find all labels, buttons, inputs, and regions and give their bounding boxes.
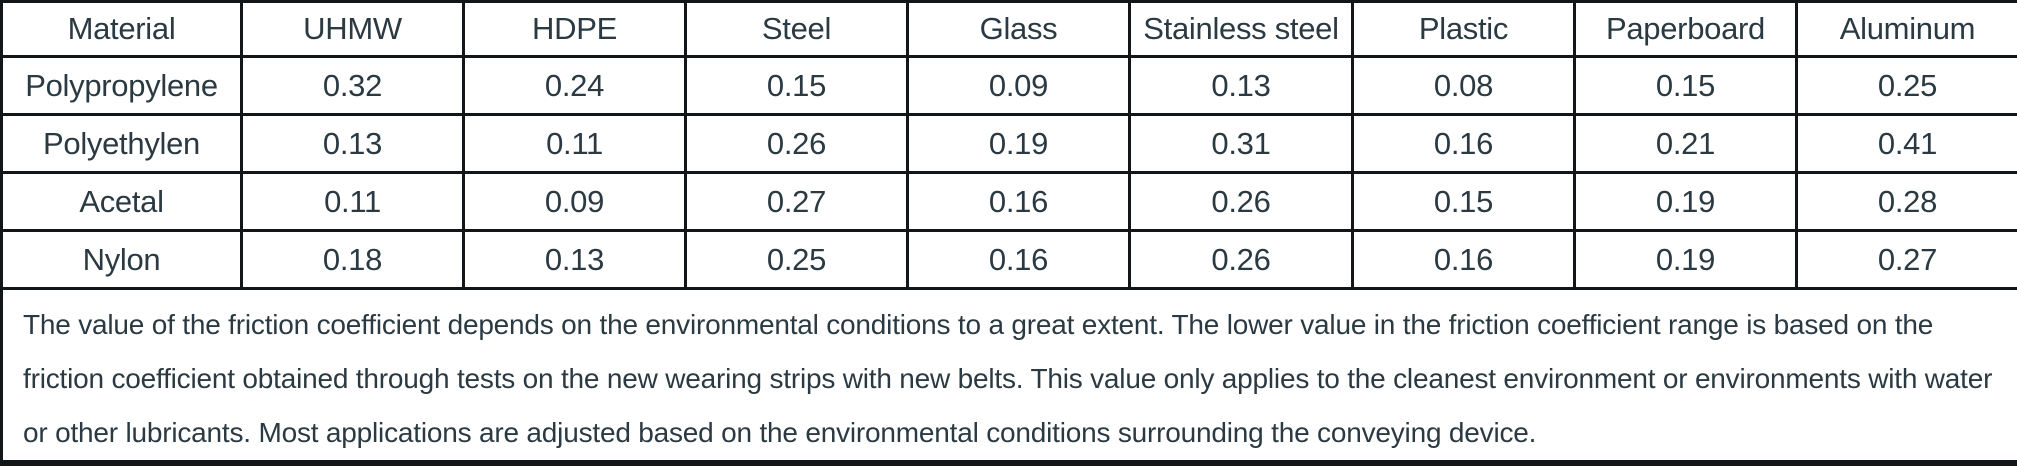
value-cell: 0.13 [240, 113, 465, 174]
value-cell: 0.26 [1128, 171, 1354, 232]
table-row-acetal: Acetal 0.11 0.09 0.27 0.16 0.26 0.15 0.1… [0, 171, 2017, 232]
value-cell: 0.15 [1351, 171, 1576, 232]
value-cell: 0.08 [1351, 55, 1576, 116]
value-cell: 0.13 [1128, 55, 1354, 116]
column-header-material: Material [0, 0, 243, 58]
value-cell: 0.41 [1795, 113, 2017, 174]
value-cell: 0.16 [1351, 229, 1576, 290]
value-cell: 0.18 [240, 229, 465, 290]
value-cell: 0.27 [684, 171, 909, 232]
value-cell: 0.16 [906, 171, 1131, 232]
value-cell: 0.24 [462, 55, 687, 116]
material-cell: Nylon [0, 229, 243, 290]
table-header-row: Material UHMW HDPE Steel Glass Stainless… [0, 0, 2017, 58]
value-cell: 0.15 [684, 55, 909, 116]
column-header-steel: Steel [684, 0, 909, 58]
value-cell: 0.11 [240, 171, 465, 232]
value-cell: 0.16 [1351, 113, 1576, 174]
value-cell: 0.11 [462, 113, 687, 174]
value-cell: 0.19 [906, 113, 1131, 174]
value-cell: 0.09 [906, 55, 1131, 116]
column-header-aluminum: Aluminum [1795, 0, 2017, 58]
material-cell: Polyethylen [0, 113, 243, 174]
value-cell: 0.13 [462, 229, 687, 290]
value-cell: 0.16 [906, 229, 1131, 290]
column-header-hdpe: HDPE [462, 0, 687, 58]
value-cell: 0.15 [1573, 55, 1798, 116]
table-row-polyethylen: Polyethylen 0.13 0.11 0.26 0.19 0.31 0.1… [0, 113, 2017, 174]
table-footnote: The value of the friction coefficient de… [0, 287, 2017, 466]
value-cell: 0.32 [240, 55, 465, 116]
value-cell: 0.26 [1128, 229, 1354, 290]
value-cell: 0.28 [1795, 171, 2017, 232]
table-row-polypropylene: Polypropylene 0.32 0.24 0.15 0.09 0.13 0… [0, 55, 2017, 116]
value-cell: 0.26 [684, 113, 909, 174]
value-cell: 0.27 [1795, 229, 2017, 290]
column-header-uhmw: UHMW [240, 0, 465, 58]
value-cell: 0.31 [1128, 113, 1354, 174]
column-header-plastic: Plastic [1351, 0, 1576, 58]
value-cell: 0.19 [1573, 171, 1798, 232]
value-cell: 0.25 [1795, 55, 2017, 116]
table-footnote-row: The value of the friction coefficient de… [0, 287, 2017, 466]
material-cell: Acetal [0, 171, 243, 232]
value-cell: 0.21 [1573, 113, 1798, 174]
table-row-nylon: Nylon 0.18 0.13 0.25 0.16 0.26 0.16 0.19… [0, 229, 2017, 290]
material-cell: Polypropylene [0, 55, 243, 116]
column-header-glass: Glass [906, 0, 1131, 58]
column-header-paperboard: Paperboard [1573, 0, 1798, 58]
value-cell: 0.25 [684, 229, 909, 290]
value-cell: 0.09 [462, 171, 687, 232]
value-cell: 0.19 [1573, 229, 1798, 290]
column-header-stainless-steel: Stainless steel [1128, 0, 1354, 58]
